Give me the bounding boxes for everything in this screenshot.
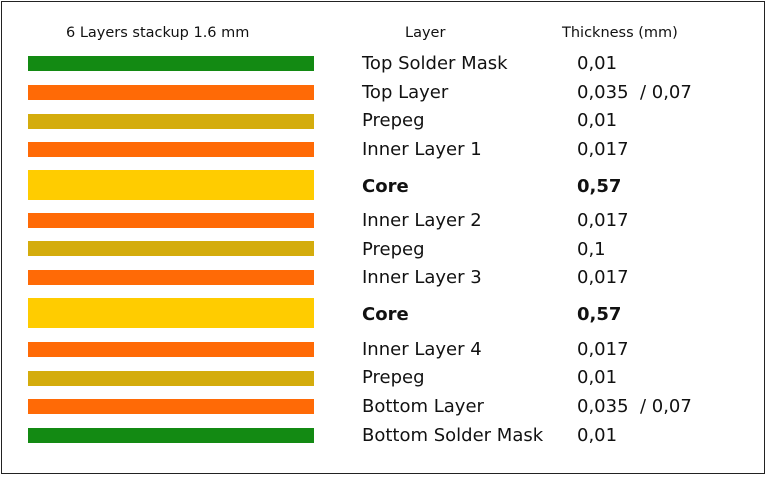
layer-thickness-prepeg: 0,1 (577, 239, 606, 260)
layer-bar-core (28, 298, 314, 328)
layer-thickness-bottom-solder-mask: 0,01 (577, 425, 618, 446)
layer-thickness-top-layer: 0,035 / 0,07 (577, 82, 692, 103)
layer-thickness-core: 0,57 (577, 176, 622, 197)
layer-column-header: Layer (405, 25, 446, 41)
layer-thickness-inner-layer-1: 0,017 (577, 139, 629, 160)
layer-name-prepeg: Prepeg (362, 110, 425, 131)
layer-bar-bottom-solder-mask (28, 428, 314, 443)
layer-name-prepeg: Prepeg (362, 239, 425, 260)
layer-name-prepeg: Prepeg (362, 367, 425, 388)
layer-name-core: Core (362, 176, 409, 197)
layer-thickness-inner-layer-2: 0,017 (577, 210, 629, 231)
layer-bar-prepeg (28, 114, 314, 129)
stackup-title: 6 Layers stackup 1.6 mm (66, 25, 250, 41)
thickness-column-header: Thickness (mm) (562, 25, 678, 41)
layer-thickness-core: 0,57 (577, 304, 622, 325)
layer-thickness-prepeg: 0,01 (577, 367, 618, 388)
layer-name-inner-layer-1: Inner Layer 1 (362, 139, 482, 160)
layer-name-bottom-solder-mask: Bottom Solder Mask (362, 425, 544, 446)
layer-name-inner-layer-2: Inner Layer 2 (362, 210, 482, 231)
layer-bar-core (28, 170, 314, 200)
layer-name-inner-layer-4: Inner Layer 4 (362, 339, 482, 360)
layer-name-bottom-layer: Bottom Layer (362, 396, 484, 417)
layer-thickness-prepeg: 0,01 (577, 110, 618, 131)
layer-bar-inner-layer-1 (28, 142, 314, 157)
layer-thickness-inner-layer-4: 0,017 (577, 339, 629, 360)
layer-thickness-bottom-layer: 0,035 / 0,07 (577, 396, 692, 417)
layer-bar-bottom-layer (28, 399, 314, 414)
layer-name-inner-layer-3: Inner Layer 3 (362, 267, 482, 288)
layer-name-top-solder-mask: Top Solder Mask (362, 53, 508, 74)
layer-bar-prepeg (28, 371, 314, 386)
layer-name-core: Core (362, 304, 409, 325)
layer-bar-inner-layer-2 (28, 213, 314, 228)
layer-name-top-layer: Top Layer (362, 82, 449, 103)
layer-bar-prepeg (28, 241, 314, 256)
layer-bar-inner-layer-3 (28, 270, 314, 285)
layer-bar-top-layer (28, 85, 314, 100)
layer-bar-top-solder-mask (28, 56, 314, 71)
layer-thickness-inner-layer-3: 0,017 (577, 267, 629, 288)
layer-thickness-top-solder-mask: 0,01 (577, 53, 618, 74)
layer-bar-inner-layer-4 (28, 342, 314, 357)
